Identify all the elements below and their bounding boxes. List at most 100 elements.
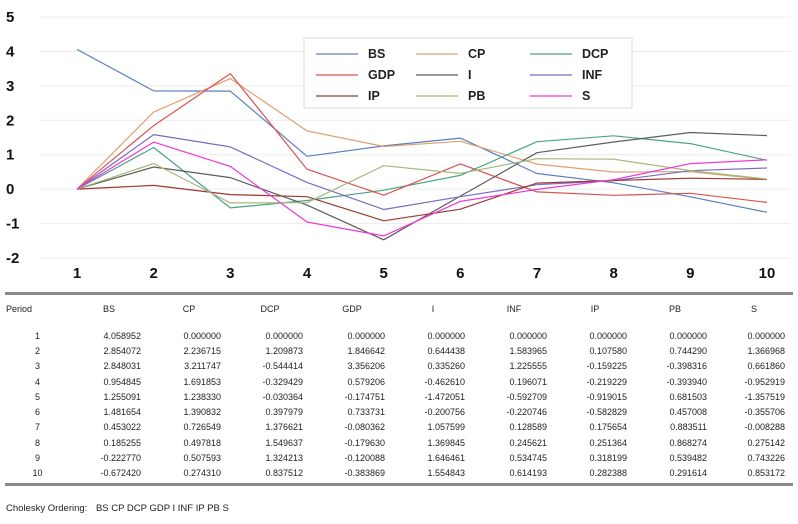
header-cp: CP	[182, 304, 196, 314]
table-bottom-rule	[5, 482, 793, 486]
table-row: 5 1.255091 1.238330 -0.030364 -0.174751 -1.47…	[5, 389, 793, 404]
x-tick-label: 2	[149, 265, 157, 282]
value-cell-cp: 3.211747	[184, 361, 221, 372]
x-tick-label: 7	[533, 265, 541, 282]
value-cell-dcp: -0.544414	[262, 361, 303, 372]
value-cell-pb: 0.539482	[669, 453, 707, 464]
value-cell-pb: 0.681503	[669, 391, 707, 402]
value-cell-s: 1.366968	[747, 345, 785, 356]
value-cell-inf: -0.220746	[506, 407, 547, 418]
value-cell-s: -1.357519	[744, 391, 785, 402]
value-cell-dcp: 1.324213	[265, 453, 303, 464]
value-cell-pb: 0.291614	[669, 468, 707, 479]
value-cell-cp: 1.238330	[183, 391, 221, 402]
table-row: 9 -0.222770 0.507593 1.324213 -0.120088 1.646…	[5, 450, 793, 465]
header-gdp: GDP	[342, 304, 362, 314]
period-cell: 5	[34, 391, 40, 402]
y-tick-label: -2	[6, 250, 19, 267]
header-ip: IP	[590, 304, 600, 314]
header-s: S	[750, 304, 757, 314]
table-row: 8 0.185255 0.497818 1.549637 -0.179630 1.3698…	[5, 435, 793, 450]
series-line-pb	[76, 158, 768, 204]
header-dcp: DCP	[260, 304, 280, 314]
response-table: Period BS CP DCP GDP I INF IP PB S 1 4.05…	[5, 295, 793, 481]
legend-label-bs: BS	[368, 47, 385, 61]
value-cell-i: -0.200756	[424, 407, 465, 418]
table-row: 4 0.954845 1.691853 -0.329429 0.579206 -0.462…	[5, 374, 793, 389]
x-tick-label: 6	[456, 265, 464, 282]
value-cell-cp: 1.390832	[183, 407, 221, 418]
header-i: I	[431, 304, 435, 314]
value-cell-ip: 0.318199	[589, 453, 627, 464]
value-cell-gdp: -0.080362	[344, 422, 385, 433]
value-cell-bs: 0.954845	[103, 376, 141, 387]
value-cell-ip: 0.251364	[589, 437, 627, 448]
value-cell-dcp: -0.329429	[262, 376, 303, 387]
header-bs: BS	[102, 304, 115, 314]
value-cell-gdp: -0.174751	[344, 391, 385, 402]
legend-label-cp: CP	[468, 47, 485, 61]
value-cell-inf: 1.583965	[509, 345, 547, 356]
value-cell-ip: 0.282388	[589, 468, 627, 479]
value-cell-i: 0.000000	[427, 330, 465, 341]
value-cell-inf: 0.000000	[509, 330, 547, 341]
y-tick-label: 0	[6, 181, 14, 198]
value-cell-i: 1.554843	[427, 468, 465, 479]
header-inf: INF	[506, 304, 522, 314]
value-cell-s: 0.853172	[747, 468, 785, 479]
value-cell-i: 1.369845	[427, 437, 465, 448]
value-cell-gdp: 0.000000	[347, 330, 385, 341]
period-cell: 1	[34, 330, 40, 341]
value-cell-pb: 0.457008	[669, 407, 707, 418]
value-cell-cp: 0.497818	[183, 437, 221, 448]
value-cell-i: -0.462610	[424, 376, 465, 387]
value-cell-dcp: 0.000000	[265, 330, 303, 341]
value-cell-dcp: 1.376621	[265, 422, 303, 433]
series-line-s	[76, 141, 768, 237]
value-cell-inf: 0.196071	[509, 376, 547, 387]
value-cell-dcp: -0.030364	[262, 391, 303, 402]
value-cell-bs: 1.481654	[103, 407, 141, 418]
value-cell-i: 1.057599	[427, 422, 465, 433]
table-header-row: Period BS CP DCP GDP I INF IP PB S	[5, 295, 793, 323]
period-cell: 7	[34, 422, 40, 433]
legend-box	[303, 37, 633, 109]
value-cell-s: -0.008288	[744, 422, 785, 433]
x-tick-label: 3	[226, 265, 234, 282]
series-line-gdp	[76, 72, 768, 203]
y-tick-label: 4	[6, 43, 15, 60]
value-cell-cp: 0.726549	[183, 422, 221, 433]
value-cell-ip: -0.219229	[586, 376, 627, 387]
value-cell-i: 1.646461	[427, 453, 465, 464]
table-row: 1 4.058952 0.000000 0.000000 0.000000 0.00000…	[5, 323, 793, 343]
value-cell-cp: 1.691853	[183, 376, 221, 387]
value-cell-ip: 0.107580	[589, 345, 627, 356]
value-cell-pb: 0.000000	[669, 330, 707, 341]
series-line-dcp	[76, 135, 768, 209]
series-line-ip	[76, 177, 768, 222]
legend-label-inf: INF	[582, 68, 603, 82]
period-cell: 8	[34, 437, 40, 448]
value-cell-gdp: 1.846642	[347, 345, 385, 356]
ordering-label: Cholesky Ordering:	[6, 503, 88, 514]
value-cell-bs: 2.848031	[103, 361, 141, 372]
value-cell-s: 0.743226	[747, 453, 785, 464]
value-cell-inf: 0.128589	[509, 422, 547, 433]
period-cell: 9	[34, 453, 40, 464]
legend-label-ip: IP	[368, 89, 380, 103]
period-cell: 6	[34, 407, 40, 418]
value-cell-dcp: 0.397979	[265, 407, 303, 418]
table-row: 10 -0.672420 0.274310 0.837512 -0.383869 1.55…	[5, 466, 793, 481]
value-cell-bs: 0.185255	[103, 437, 141, 448]
value-cell-ip: -0.919015	[586, 391, 627, 402]
period-cell: 10	[32, 468, 43, 479]
value-cell-ip: 0.175654	[589, 422, 627, 433]
period-cell: 2	[34, 345, 40, 356]
legend-label-gdp: GDP	[368, 68, 395, 82]
y-tick-label: -1	[6, 216, 19, 233]
value-cell-bs: -0.672420	[100, 468, 141, 479]
y-tick-label: 5	[6, 9, 14, 26]
x-tick-label: 9	[686, 265, 694, 282]
value-cell-bs: 1.255091	[103, 391, 141, 402]
